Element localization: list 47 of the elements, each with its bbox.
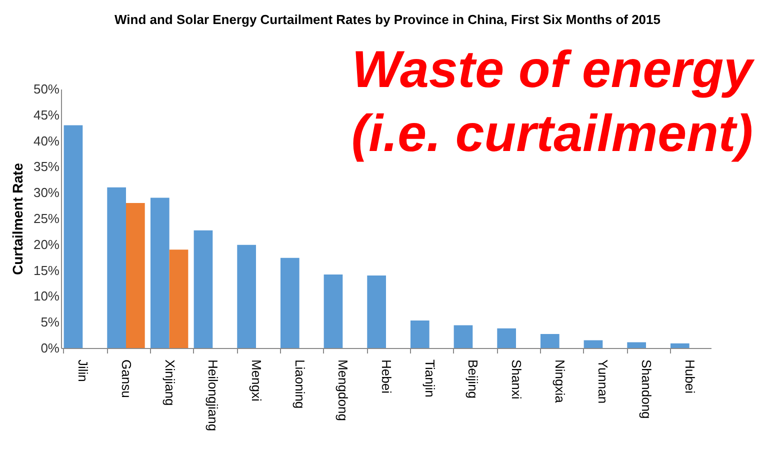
y-tick-label: 5%	[40, 314, 60, 330]
bar	[107, 187, 126, 348]
bar	[150, 198, 170, 348]
y-tick-label: 40%	[33, 133, 60, 148]
x-tick-label: Shandong	[639, 360, 654, 419]
y-tick-label: 30%	[33, 185, 60, 200]
x-tick-label: Heilongjiang	[206, 360, 221, 432]
bar	[584, 340, 603, 348]
x-tick-label: Gansu	[119, 360, 134, 398]
y-tick-label: 35%	[33, 159, 60, 174]
y-tick-label: 15%	[33, 262, 60, 278]
bar	[64, 125, 83, 348]
bar	[324, 274, 343, 348]
bar	[497, 328, 516, 348]
bar	[540, 334, 560, 348]
x-tick-label: Hubei	[682, 360, 698, 394]
bar	[670, 343, 690, 348]
chart-title: Wind and Solar Energy Curtailment Rates by Province in China, First Six Months of 2015	[114, 12, 662, 27]
bar	[126, 202, 145, 348]
x-tick-label: Liaoning	[292, 360, 308, 409]
x-tick-label: Shanxi	[509, 360, 524, 400]
bar	[410, 320, 430, 348]
x-tick-label: Jilin	[76, 360, 91, 382]
y-tick-label: 45%	[33, 107, 60, 122]
x-tick-label: Ningxia	[552, 360, 568, 404]
x-tick-label: Mengdong	[336, 360, 351, 421]
bar	[194, 230, 213, 348]
y-axis-title: Curtailment Rate	[9, 162, 26, 276]
x-tick-label: Hebei	[379, 360, 394, 394]
bar	[169, 250, 188, 348]
y-tick-label: 25%	[33, 211, 60, 226]
x-tick-label: Xinjiang	[162, 360, 178, 406]
x-tick-label: Mengxi	[249, 360, 264, 402]
y-tick-label: 20%	[33, 236, 60, 252]
bar	[280, 258, 300, 348]
y-tick-label: 0%	[40, 340, 60, 356]
x-tick-label: Yunnan	[596, 360, 611, 404]
bar	[367, 275, 386, 348]
y-tick-label: 10%	[33, 288, 60, 304]
bar	[454, 325, 473, 348]
x-tick-label: Beijing	[466, 360, 481, 399]
annotation: (i.e. curtailment)	[351, 104, 753, 165]
x-tick-label: Tianjin	[422, 360, 438, 398]
bar	[627, 342, 646, 348]
annotation: Waste of energy	[351, 40, 753, 101]
y-tick-label: 50%	[33, 82, 60, 96]
bar	[237, 244, 256, 348]
